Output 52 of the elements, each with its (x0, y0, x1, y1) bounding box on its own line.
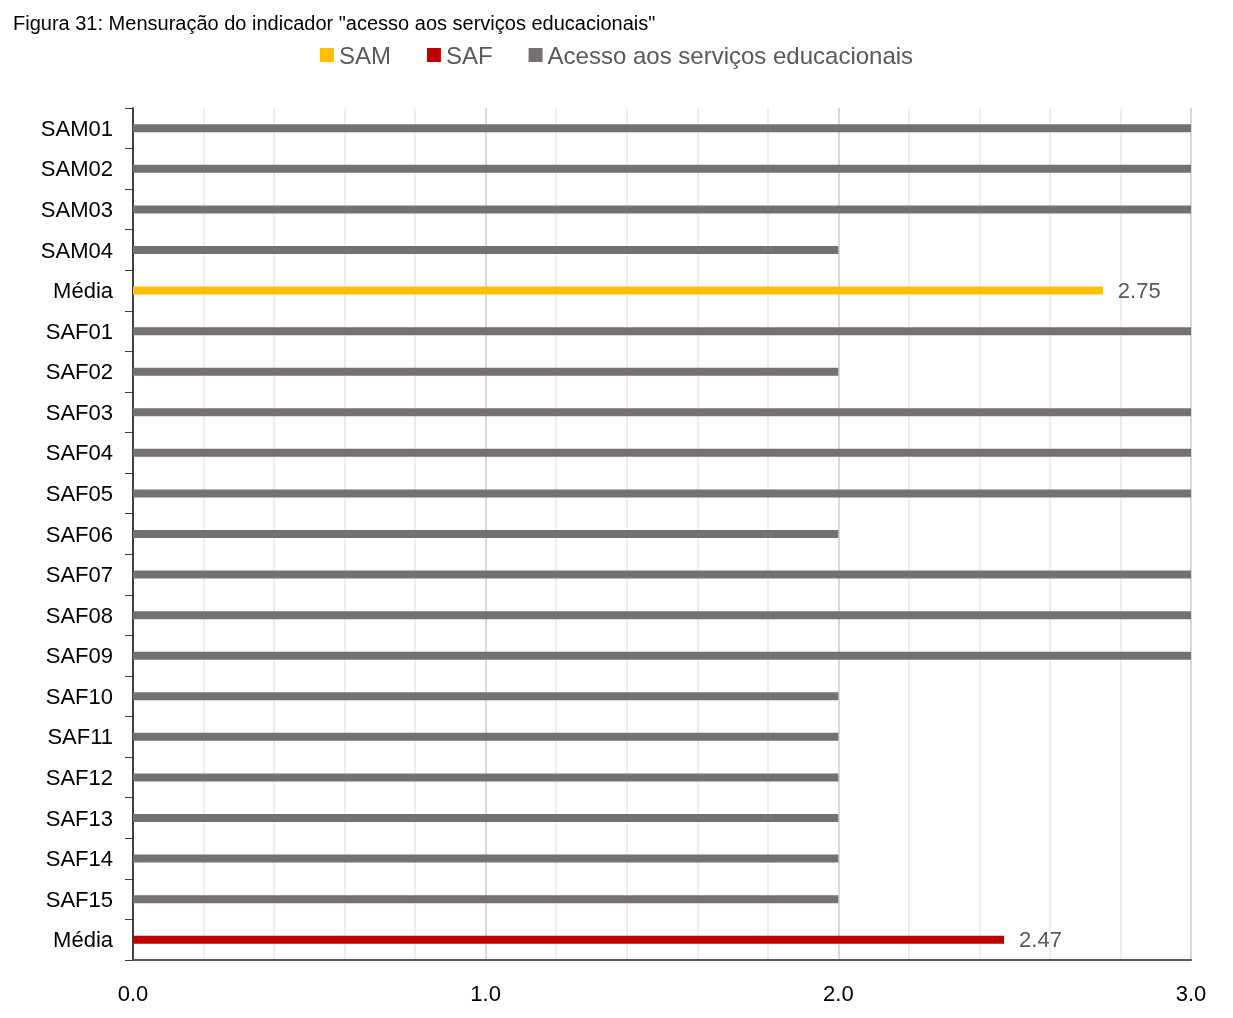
bar (133, 530, 839, 538)
data-label: 2.47 (1019, 927, 1062, 953)
y-tick-label: SAF03 (45, 399, 113, 425)
y-tick-label: SAF12 (45, 764, 113, 790)
bar (133, 124, 1191, 133)
y-tick-label: SAF08 (45, 602, 113, 628)
legend-label: SAF (445, 41, 493, 69)
y-tick-label: SAM02 (40, 156, 113, 182)
y-tick-label: SAF06 (45, 521, 113, 547)
bar (133, 732, 839, 741)
y-tick-label: SAF10 (45, 683, 113, 709)
bar (133, 408, 1191, 417)
bar (133, 246, 839, 254)
bar (133, 814, 839, 822)
bar (133, 611, 1191, 620)
chart-title: Figura 31: Mensuração do indicador "acesso aos serviços educacionais" (13, 12, 656, 34)
y-tick-label: Média (53, 927, 114, 953)
legend-label: Acesso aos serviços educacionais (547, 41, 914, 69)
x-tick-label: 3.0 (1175, 980, 1207, 1006)
legend-label: SAM (338, 41, 391, 69)
y-tick-label: SAF11 (47, 724, 113, 750)
y-tick-label: SAF04 (45, 440, 113, 466)
x-tick-label: 0.0 (117, 980, 149, 1006)
x-tick-label: 2.0 (823, 980, 854, 1006)
bar (133, 692, 839, 701)
y-tick-label: SAF07 (45, 562, 113, 588)
y-tick-label: SAM01 (40, 115, 113, 141)
bar (133, 570, 1191, 579)
bar (133, 286, 1103, 295)
data-label: 2.75 (1117, 278, 1161, 304)
y-tick-label: SAF02 (45, 359, 113, 385)
y-tick-label: SAM03 (40, 196, 113, 222)
bar (133, 327, 1191, 336)
bar (133, 367, 839, 376)
y-tick-label: SAF05 (45, 480, 113, 506)
bar (133, 773, 839, 782)
bar (133, 448, 1191, 457)
y-tick-label: SAF14 (45, 846, 113, 872)
y-tick-label: SAM04 (40, 237, 113, 263)
y-tick-label: Média (53, 278, 114, 304)
y-tick-label: SAF13 (45, 805, 113, 831)
bar (133, 489, 1191, 498)
y-tick-label: SAF15 (45, 886, 113, 912)
y-tick-label: SAF09 (45, 643, 113, 669)
bar (133, 164, 1191, 173)
bar (133, 651, 1191, 660)
bar (133, 854, 839, 863)
bar (133, 205, 1191, 214)
bar (133, 895, 839, 904)
bar (133, 935, 1005, 944)
y-tick-label: SAF01 (45, 318, 113, 344)
x-tick-label: 1.0 (470, 980, 501, 1006)
